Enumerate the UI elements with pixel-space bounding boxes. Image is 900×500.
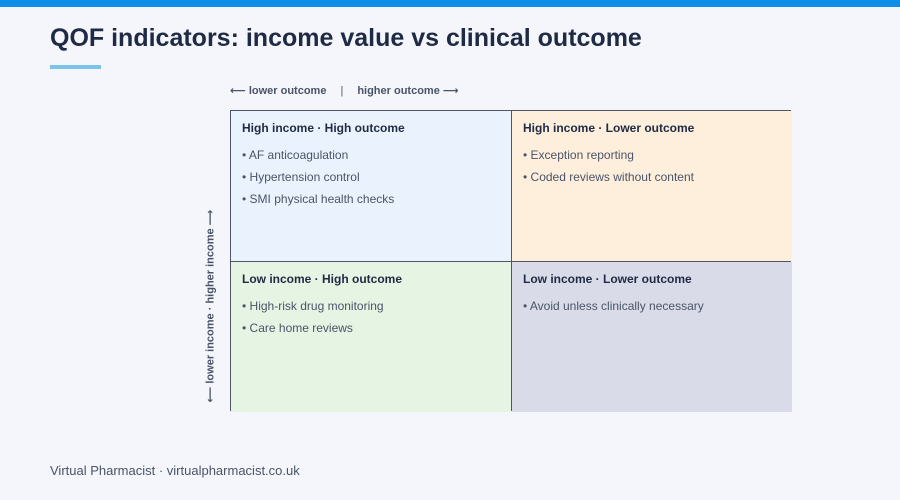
x-axis-separator: | bbox=[340, 85, 344, 97]
x-axis-right-label: higher outcome ⟶ bbox=[357, 85, 459, 97]
quadrant-item: • Coded reviews without content bbox=[523, 170, 694, 184]
quadrant-item: • Care home reviews bbox=[242, 321, 353, 335]
x-axis-label: ⟵ lower outcome | higher outcome ⟶ bbox=[230, 84, 459, 97]
x-axis-left-label: ⟵ lower outcome bbox=[230, 85, 327, 97]
quadrant-item: • SMI physical health checks bbox=[242, 192, 395, 206]
quadrant-item: • High-risk drug monitoring bbox=[242, 299, 384, 313]
title-underline bbox=[50, 65, 101, 69]
quadrant-item: • Exception reporting bbox=[523, 148, 634, 162]
quadrant-high-income-high-outcome: High income · High outcome • AF anticoag… bbox=[231, 111, 511, 261]
footer-credit: Virtual Pharmacist · virtualpharmacist.c… bbox=[50, 463, 300, 478]
page-title: QOF indicators: income value vs clinical… bbox=[50, 24, 642, 52]
quadrant-high-income-lower-outcome: High income · Lower outcome • Exception … bbox=[512, 111, 792, 261]
quadrant-low-income-high-outcome: Low income · High outcome • High-risk dr… bbox=[231, 262, 511, 412]
top-accent-bar bbox=[0, 0, 900, 7]
quadrant-matrix: High income · High outcome • AF anticoag… bbox=[230, 110, 792, 412]
y-axis-label: ⟵ lower income · higher income ⟶ bbox=[204, 209, 217, 403]
quadrant-item: • AF anticoagulation bbox=[242, 148, 349, 162]
quadrant-item: • Hypertension control bbox=[242, 170, 360, 184]
quadrant-title: High income · Lower outcome bbox=[523, 121, 695, 135]
quadrant-title: High income · High outcome bbox=[242, 121, 405, 135]
quadrant-title: Low income · Lower outcome bbox=[523, 272, 692, 286]
quadrant-title: Low income · High outcome bbox=[242, 272, 403, 286]
quadrant-item: • Avoid unless clinically necessary bbox=[523, 299, 704, 313]
quadrant-low-income-lower-outcome: Low income · Lower outcome • Avoid unles… bbox=[512, 262, 792, 412]
